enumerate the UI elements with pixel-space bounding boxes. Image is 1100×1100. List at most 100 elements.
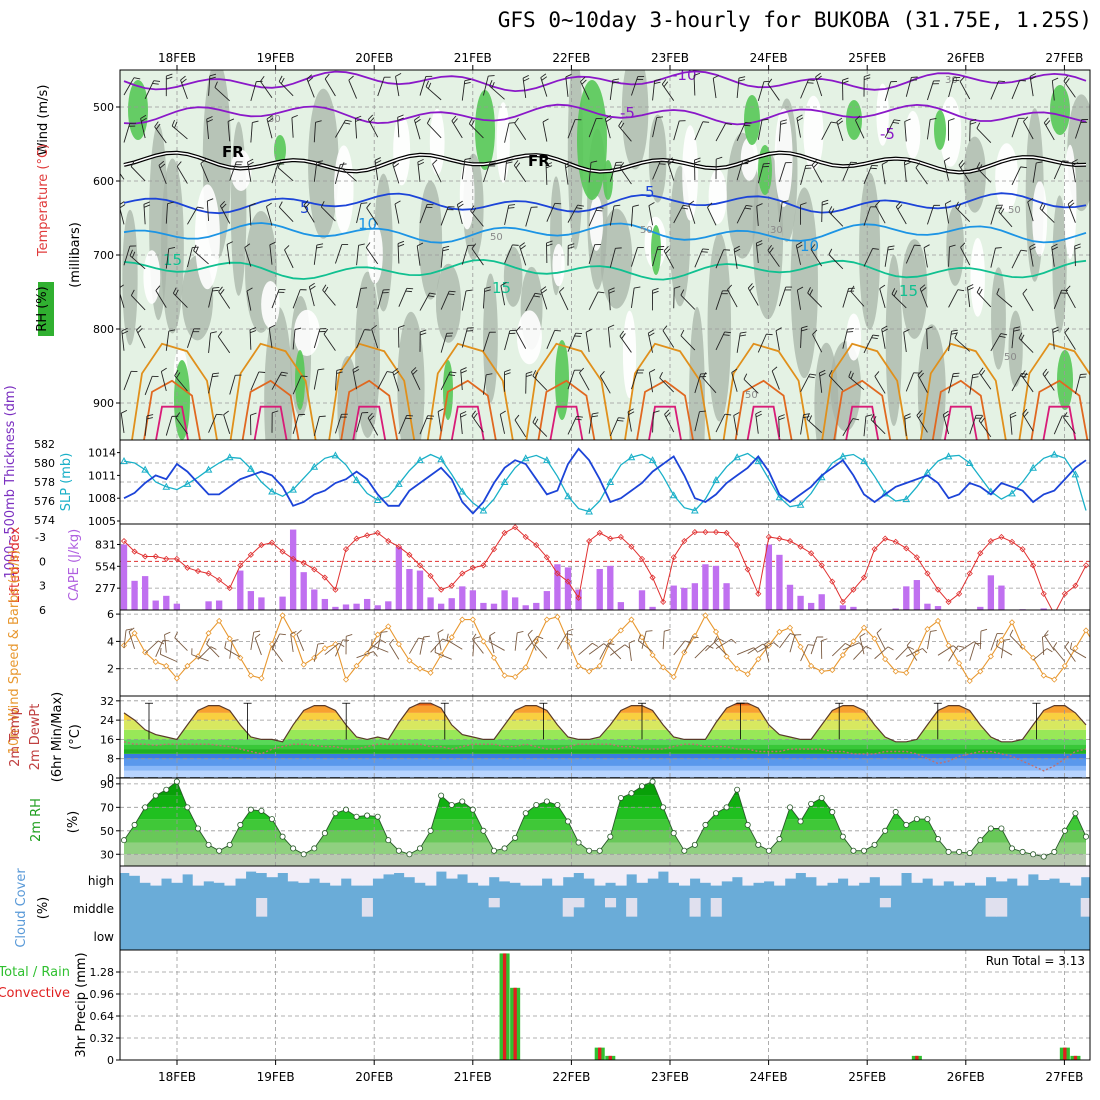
- rh-white-patch: [516, 310, 542, 365]
- lifted-index-marker: [808, 550, 815, 557]
- wind-barb: [715, 290, 723, 310]
- cloud-high-clear: [120, 866, 130, 873]
- rh-marker: [1030, 851, 1037, 858]
- wind-barb: [123, 630, 127, 649]
- wind-barb: [800, 79, 809, 99]
- wind-barb: [609, 417, 619, 437]
- wind-barb: [609, 162, 617, 182]
- wind-barb-flag: [365, 242, 371, 248]
- cape-bar: [543, 591, 551, 610]
- cloud-high-clear: [689, 866, 701, 879]
- wind-barb-flag: [398, 325, 405, 328]
- rh-tick-label: 90: [100, 778, 114, 791]
- wind-barb: [607, 327, 611, 348]
- wind-barb: [437, 411, 442, 432]
- wind-barb: [244, 247, 252, 267]
- wind-barb: [736, 78, 740, 99]
- wind-barb: [219, 205, 231, 224]
- wind-barb: [504, 123, 510, 143]
- wind-barb-flag: [780, 122, 787, 125]
- rh-band: [124, 830, 1086, 843]
- cloud-high-clear: [1017, 866, 1029, 886]
- cloud-high-clear: [256, 866, 268, 873]
- freezing-line-inner: [123, 151, 1087, 174]
- wind-barb: [459, 414, 463, 435]
- wind-barb: [806, 418, 823, 433]
- wind-barb-flag: [954, 332, 958, 339]
- wind-barb: [266, 206, 273, 226]
- wind-barb: [906, 645, 918, 661]
- wind-barb-flag: [1023, 411, 1029, 417]
- wind-barb-flag: [959, 76, 965, 82]
- cloud-high-clear: [858, 866, 870, 883]
- wind-barb: [661, 84, 675, 101]
- wind-barb: [247, 162, 252, 182]
- wind-barb-flag: [212, 289, 219, 292]
- lifted-index-marker: [702, 529, 709, 536]
- wind-barb: [969, 374, 974, 395]
- wind-barb-flag: [284, 245, 290, 251]
- wind-barb-flag: [847, 328, 854, 330]
- wind-barb-flag: [446, 633, 449, 641]
- wind-barb-flag: [618, 417, 625, 419]
- wind-barb-flag: [532, 416, 537, 423]
- wind-barb-flag: [1064, 641, 1070, 648]
- rh-marker: [966, 850, 973, 857]
- cape-bar: [490, 603, 498, 610]
- lifted-index-marker: [512, 524, 519, 531]
- thickness-marker: [500, 477, 509, 485]
- rh-marker: [321, 830, 328, 837]
- wind-barb-flag: [174, 370, 179, 376]
- wind-barb: [588, 118, 597, 138]
- wind-barb-flag: [580, 76, 586, 82]
- wind-barb: [440, 333, 448, 353]
- wind-barb: [948, 77, 955, 98]
- wind-barb: [927, 205, 935, 225]
- cloud-high-clear: [213, 866, 225, 883]
- wind-barb-flag: [537, 635, 544, 640]
- wind-barb-flag: [813, 162, 819, 168]
- cloud-high-clear: [383, 866, 395, 875]
- wind-barb: [313, 644, 319, 662]
- wind-barb-flag: [167, 201, 174, 205]
- wind-barb: [461, 328, 468, 348]
- wind-barb-flag: [193, 244, 197, 251]
- wind-barb-flag: [663, 245, 669, 252]
- cape-bar: [480, 602, 487, 610]
- wind-barb-flag: [850, 285, 855, 292]
- wind-barb-flag: [599, 370, 605, 377]
- bottom-date-label: 27FEB: [1045, 1070, 1083, 1084]
- wind-barb: [712, 78, 717, 99]
- rh-marker: [342, 806, 349, 813]
- rh-marker: [300, 851, 307, 858]
- wind-barb-flag: [546, 243, 553, 247]
- wind-barb-flag: [380, 639, 387, 644]
- wind-barb-flag: [554, 202, 562, 205]
- wind-barb: [609, 205, 615, 226]
- lifted-index-marker: [617, 533, 624, 541]
- wind-barb-flag: [158, 640, 165, 645]
- wind-barb: [853, 646, 867, 660]
- wind-barb: [504, 244, 513, 264]
- wind-barb-flag: [405, 290, 412, 293]
- wind-barb: [559, 291, 569, 311]
- wind-speed-marker: [797, 643, 804, 650]
- wind-barb-flag: [542, 118, 549, 123]
- wind-barb: [1074, 374, 1081, 394]
- wind-barb-flag: [500, 282, 507, 286]
- thickness-marker: [373, 496, 382, 504]
- thickness-marker: [860, 457, 868, 465]
- wind-barb-flag: [919, 284, 926, 290]
- wind-speed-marker: [924, 626, 931, 633]
- wind-barb-flag: [317, 642, 325, 645]
- wind-barb: [120, 413, 125, 434]
- wind-speed-marker: [448, 634, 455, 641]
- wind-barb: [160, 653, 178, 663]
- wind-barb: [271, 163, 279, 184]
- wind-barb: [1011, 166, 1022, 186]
- rh-marker: [490, 847, 497, 854]
- wind-barb: [688, 204, 696, 224]
- wind-barb-flag: [923, 244, 930, 249]
- wind-barb-flag: [258, 371, 266, 373]
- rh-band: [124, 819, 1086, 831]
